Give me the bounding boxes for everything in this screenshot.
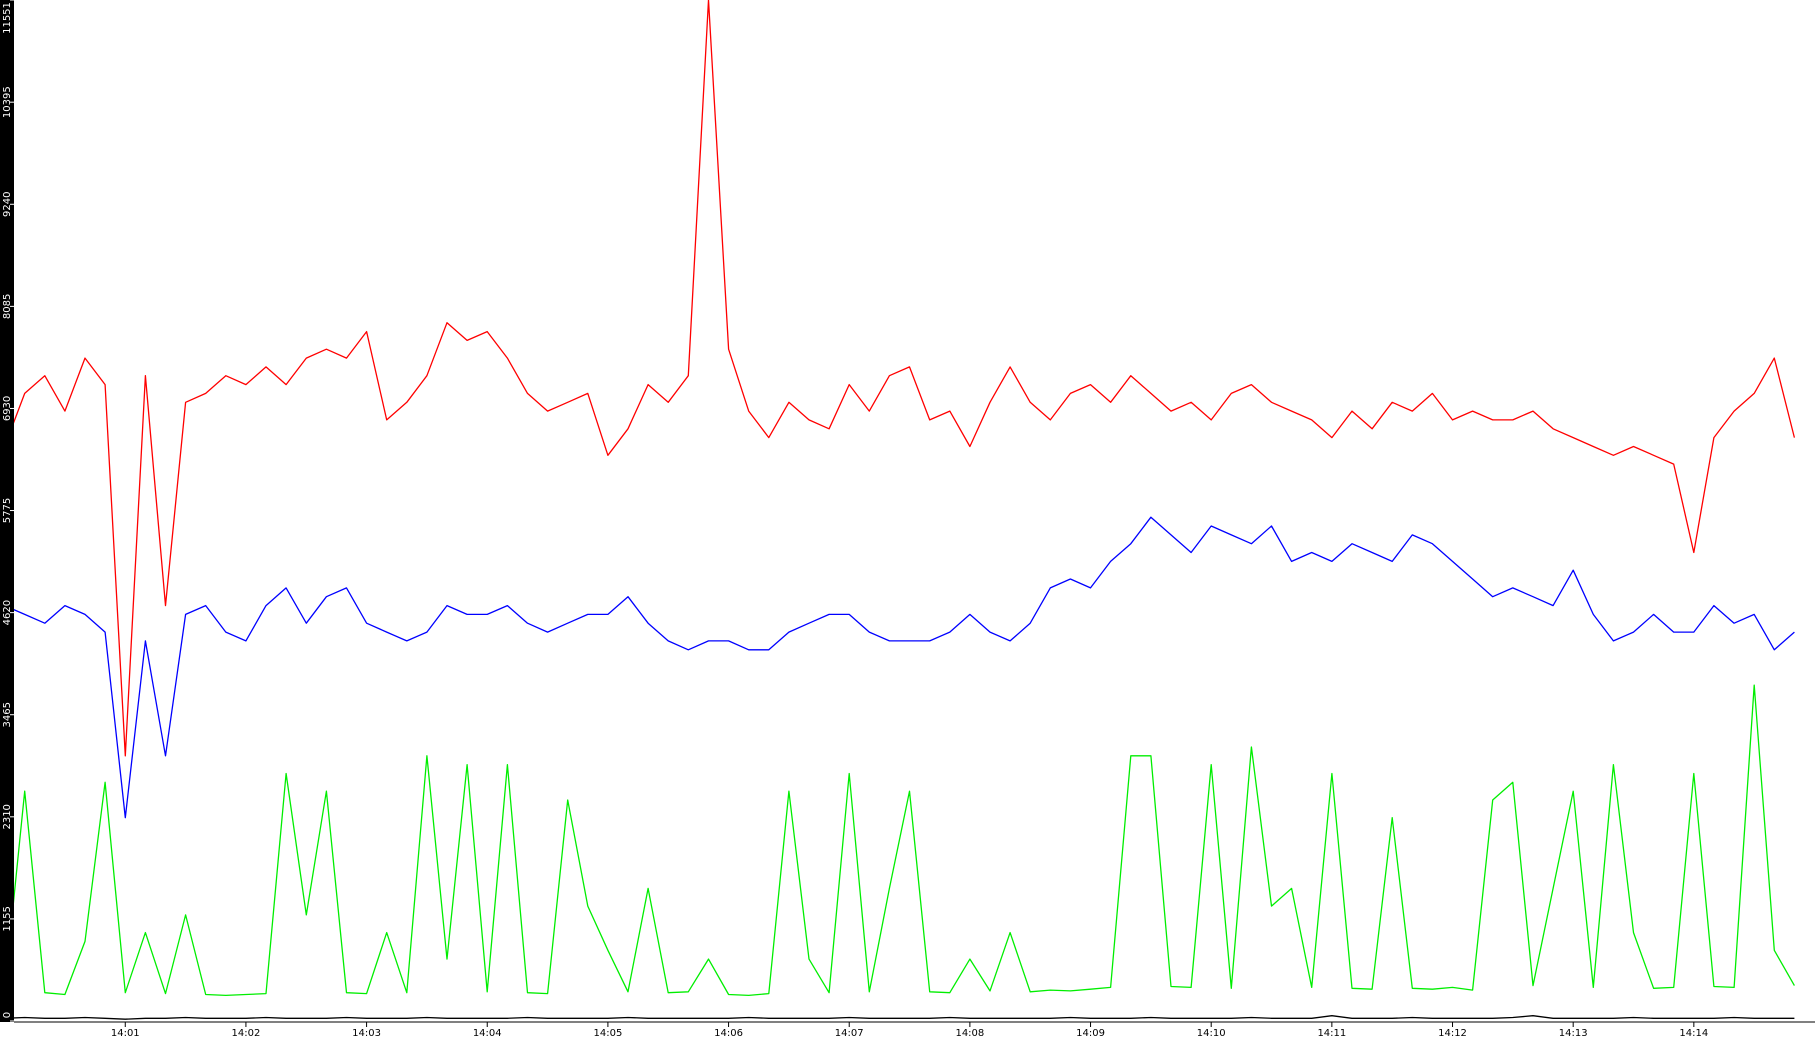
- series-line: [3, 684, 1795, 997]
- x-tick-label: 14:04: [473, 1028, 502, 1039]
- x-tick-label: 14:06: [714, 1028, 743, 1039]
- series-line: [4, 516, 1795, 819]
- y-tick-label: 9240: [2, 192, 13, 217]
- x-tick-label: 14:09: [1076, 1028, 1105, 1039]
- x-tick-label: 14:02: [232, 1028, 261, 1039]
- x-tick-label: 14:05: [593, 1028, 622, 1039]
- series-line: [4, 1015, 1795, 1020]
- x-tick-label: 14:10: [1197, 1028, 1226, 1039]
- y-tick-label: 5775: [2, 498, 13, 523]
- x-tick-label: 14:14: [1679, 1028, 1708, 1039]
- x-tick-label: 14:07: [835, 1028, 864, 1039]
- y-tick-label: 11551: [2, 2, 13, 34]
- y-tick-label: 6930: [2, 396, 13, 421]
- x-tick-label: 14:13: [1559, 1028, 1588, 1039]
- y-tick-label: 4620: [2, 600, 13, 625]
- y-axis-strip: [0, 0, 14, 1022]
- x-tick-label: 14:03: [352, 1028, 381, 1039]
- x-tick-label: 14:08: [955, 1028, 984, 1039]
- y-tick-label: 10395: [2, 86, 13, 118]
- x-tick-label: 14:01: [111, 1028, 140, 1039]
- y-tick-label: 3465: [2, 702, 13, 727]
- x-tick-label: 14:11: [1317, 1028, 1346, 1039]
- y-tick-label: 2310: [2, 804, 13, 829]
- series-line: [3, 0, 1796, 757]
- y-tick-label: 0: [2, 1012, 13, 1018]
- x-tick-label: 14:12: [1438, 1028, 1467, 1039]
- y-tick-label: 1155: [2, 906, 13, 931]
- y-tick-label: 8085: [2, 294, 13, 319]
